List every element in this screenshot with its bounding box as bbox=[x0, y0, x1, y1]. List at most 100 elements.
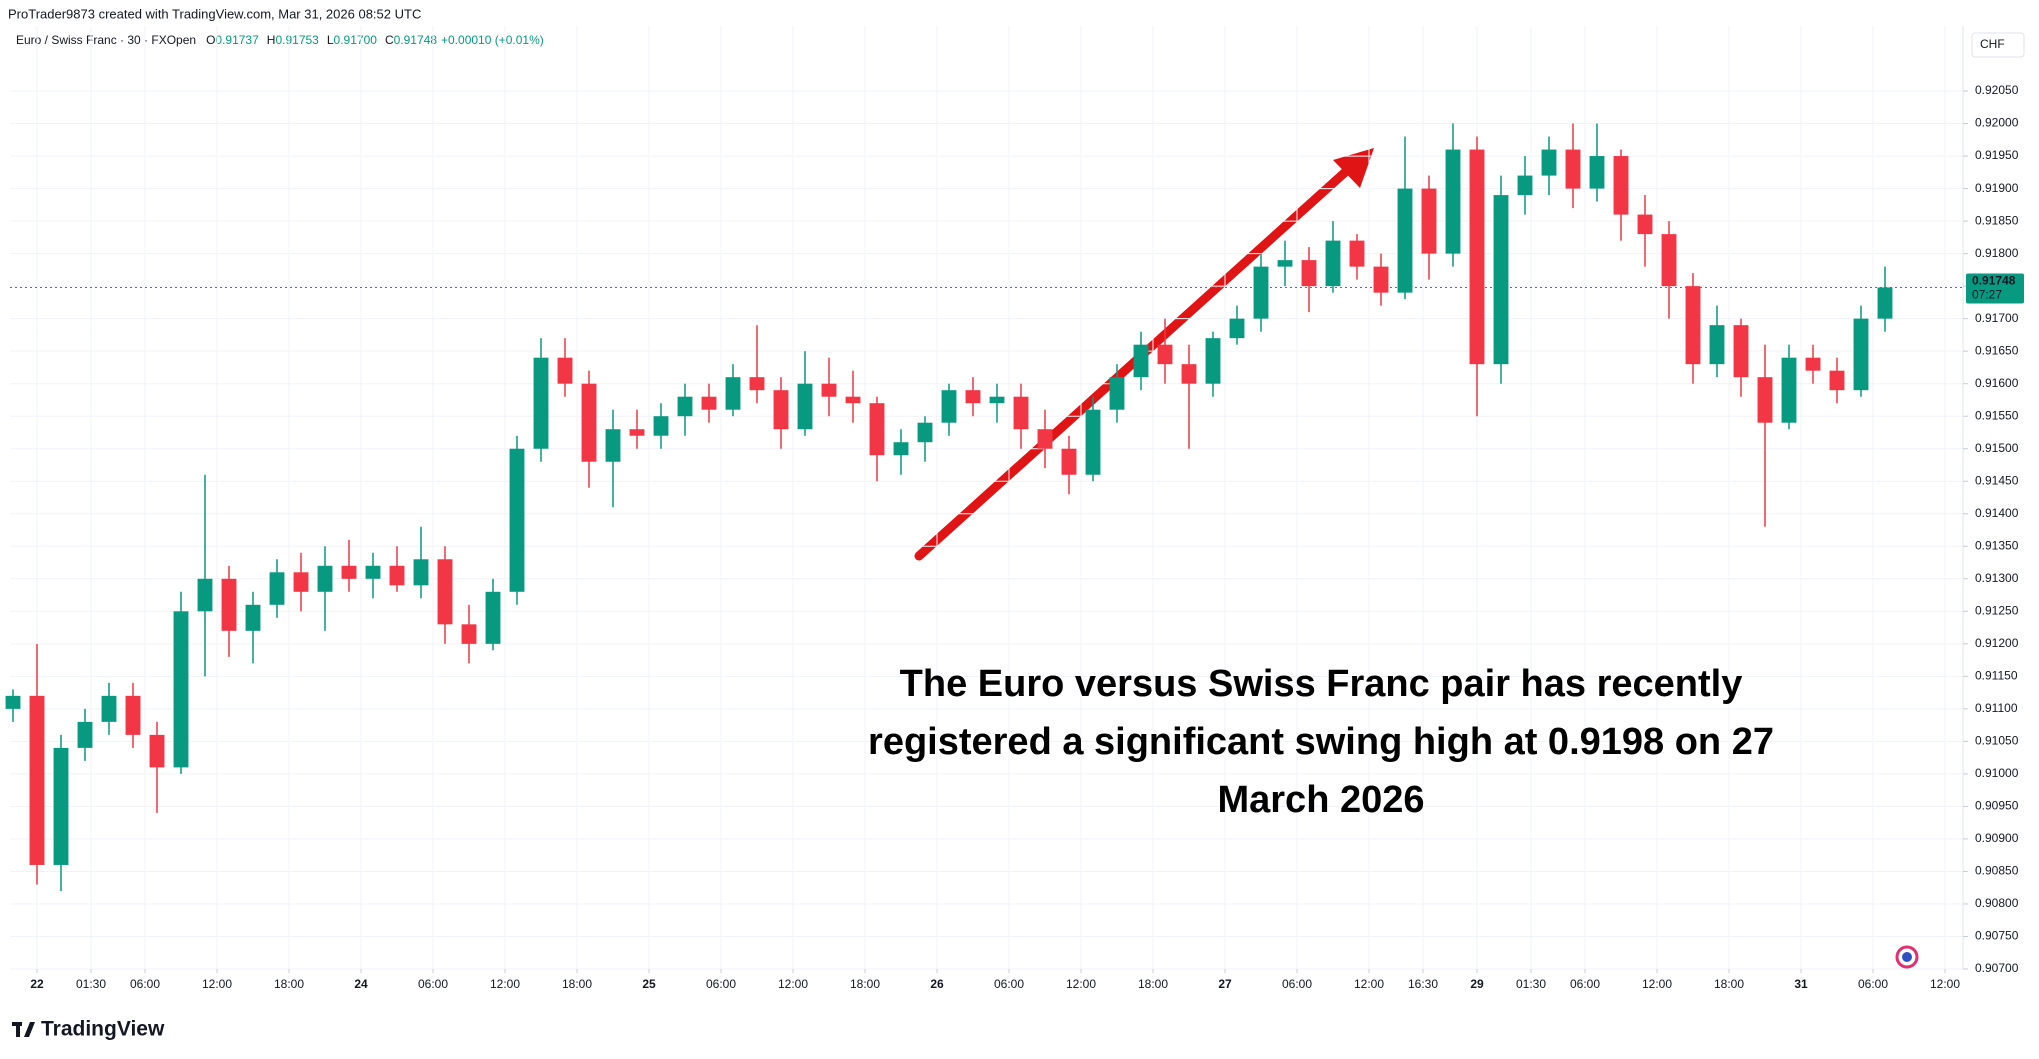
candle-body bbox=[845, 396, 861, 404]
candle-body bbox=[1157, 344, 1173, 365]
x-tick-label: 29 bbox=[1470, 977, 1484, 991]
y-tick-label: 0.91450 bbox=[1975, 473, 2019, 487]
y-tick-label: 0.90750 bbox=[1975, 929, 2019, 943]
candle-body bbox=[77, 721, 93, 748]
candle-body bbox=[917, 422, 933, 443]
candle-body bbox=[317, 565, 333, 592]
brand[interactable]: TradingView bbox=[12, 1018, 165, 1041]
candle-body bbox=[965, 390, 981, 404]
ohlc-key: C bbox=[385, 33, 394, 47]
candle-body bbox=[821, 383, 837, 397]
currency-box[interactable] bbox=[1971, 32, 2025, 58]
y-tick-label: 0.90900 bbox=[1975, 831, 2019, 845]
x-tick-label: 12:00 bbox=[1354, 977, 1384, 991]
x-tick-label: 06:00 bbox=[130, 977, 160, 991]
last-price-label: 0.91748 bbox=[1972, 274, 2016, 288]
candle-body bbox=[677, 396, 693, 417]
candle-body bbox=[437, 559, 453, 625]
ohlc-value: 0.91700 bbox=[334, 33, 378, 47]
last-price-tag bbox=[1966, 273, 2024, 304]
y-tick-label: 0.91650 bbox=[1975, 343, 2019, 357]
candle-body bbox=[1325, 240, 1341, 287]
candle-body bbox=[1853, 318, 1869, 391]
candle-body bbox=[1109, 377, 1125, 410]
candle-body bbox=[629, 429, 645, 436]
y-tick-label: 0.91950 bbox=[1975, 148, 2019, 162]
candle-body bbox=[149, 734, 165, 768]
ohlc-key: H bbox=[267, 33, 276, 47]
candle-body bbox=[197, 578, 213, 612]
candle-body bbox=[293, 572, 309, 592]
candle-body bbox=[1421, 188, 1437, 254]
ohlc-value: 0.91748 bbox=[394, 33, 438, 47]
x-tick-label: 27 bbox=[1218, 977, 1232, 991]
candle-body bbox=[773, 390, 789, 430]
x-tick-label: 12:00 bbox=[778, 977, 808, 991]
ohlc-value: 0.91737 bbox=[215, 33, 259, 47]
candle-body bbox=[1181, 364, 1197, 384]
x-tick-label: 06:00 bbox=[1570, 977, 1600, 991]
candle-body bbox=[797, 383, 813, 430]
candle-body bbox=[1397, 188, 1413, 293]
change: +0.00010 (+0.01%) bbox=[441, 33, 544, 47]
ohlc-key: O bbox=[206, 33, 215, 47]
y-tick-label: 0.91250 bbox=[1975, 603, 2019, 617]
candle-body bbox=[1637, 214, 1653, 235]
candle-body bbox=[1781, 357, 1797, 423]
candle-body bbox=[1733, 325, 1749, 378]
candle-body bbox=[1301, 260, 1317, 287]
y-tick-label: 0.91700 bbox=[1975, 311, 2019, 325]
candle-body bbox=[1541, 149, 1557, 176]
candle-body bbox=[485, 591, 501, 644]
candle-body bbox=[1829, 370, 1845, 391]
y-tick-label: 0.91850 bbox=[1975, 213, 2019, 227]
x-tick-label: 12:00 bbox=[1066, 977, 1096, 991]
x-tick-label: 24 bbox=[354, 977, 368, 991]
x-tick-label: 31 bbox=[1794, 977, 1808, 991]
y-tick-label: 0.91150 bbox=[1975, 669, 2018, 683]
y-tick-label: 0.91100 bbox=[1975, 701, 2018, 715]
candle-body bbox=[533, 357, 549, 449]
candle-body bbox=[1229, 318, 1245, 339]
x-tick-label: 18:00 bbox=[274, 977, 304, 991]
x-tick-label: 01:30 bbox=[76, 977, 106, 991]
y-tick-label: 0.92050 bbox=[1975, 83, 2019, 97]
x-tick-label: 06:00 bbox=[994, 977, 1024, 991]
candle-body bbox=[125, 695, 141, 735]
grid bbox=[10, 26, 1963, 970]
ohlc-key: L bbox=[327, 33, 334, 47]
x-tick-label: 26 bbox=[930, 977, 944, 991]
candle-body bbox=[701, 396, 717, 410]
x-tick-label: 18:00 bbox=[1138, 977, 1168, 991]
candle-body bbox=[989, 396, 1005, 404]
y-tick-label: 0.91050 bbox=[1975, 734, 2019, 748]
candle-body bbox=[893, 442, 909, 456]
candle-body bbox=[341, 565, 357, 579]
candle-body bbox=[173, 611, 189, 768]
x-tick-label: 12:00 bbox=[1642, 977, 1672, 991]
candle-body bbox=[749, 377, 765, 391]
candle-body bbox=[389, 565, 405, 586]
x-tick-label: 22 bbox=[30, 977, 44, 991]
candle-body bbox=[509, 448, 525, 592]
candle-body bbox=[1349, 240, 1365, 267]
annotation: The Euro versus Swiss Franc pair has rec… bbox=[900, 663, 1743, 705]
y-tick-label: 0.90950 bbox=[1975, 799, 2019, 813]
candle-body bbox=[1685, 286, 1701, 365]
x-tick-label: 01:30 bbox=[1516, 977, 1546, 991]
candle-body bbox=[1445, 149, 1461, 254]
candle-body bbox=[1589, 156, 1605, 189]
candle-body bbox=[1037, 429, 1053, 449]
candle-body bbox=[413, 559, 429, 586]
x-tick-label: 18:00 bbox=[562, 977, 592, 991]
candle-body bbox=[1493, 195, 1509, 365]
candle-body bbox=[1757, 377, 1773, 423]
candle-body bbox=[1253, 266, 1269, 319]
x-tick-label: 06:00 bbox=[706, 977, 736, 991]
candle-body bbox=[1013, 396, 1029, 430]
y-tick-label: 0.92000 bbox=[1975, 116, 2019, 130]
candle-body bbox=[53, 747, 69, 865]
y-tick-label: 0.90850 bbox=[1975, 864, 2019, 878]
x-tick-label: 12:00 bbox=[490, 977, 520, 991]
